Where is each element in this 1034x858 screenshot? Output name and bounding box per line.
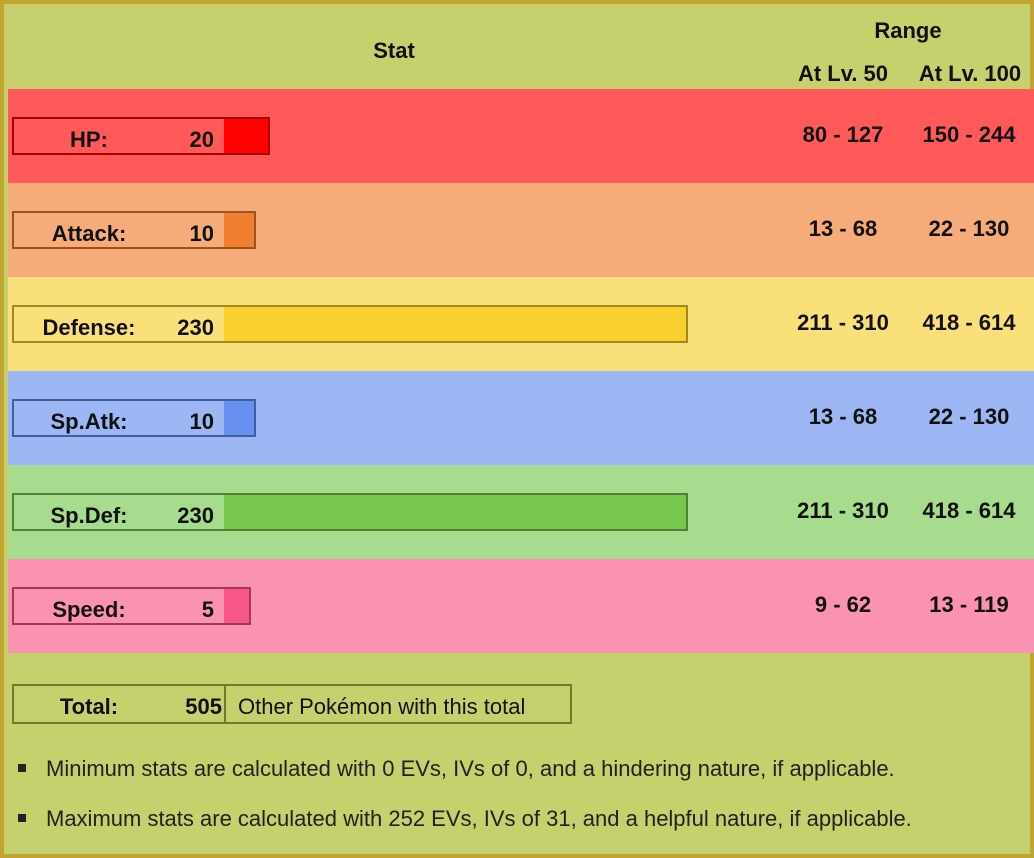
stat-label-cell: Attack: 10 — [14, 213, 224, 247]
stat-value: 230 — [177, 315, 214, 340]
stat-row-attack: Attack: 10 13 - 68 22 - 130 — [8, 183, 1034, 277]
stat-label-cell: HP: 20 — [14, 119, 224, 153]
stat-name[interactable]: Defense: — [42, 315, 136, 340]
stat-row-speed: Speed: 5 9 - 62 13 - 119 — [8, 559, 1034, 653]
total-divider — [224, 686, 226, 722]
stat-bar: HP: 20 — [12, 117, 270, 155]
range-lv100: 13 - 119 — [929, 592, 1009, 617]
stat-bar: Sp.Atk: 10 — [12, 399, 256, 437]
range-lv50: 13 - 68 — [808, 404, 878, 429]
range-lv50: 211 - 310 — [797, 310, 889, 335]
range-lv100: 418 - 614 — [922, 498, 1016, 523]
stat-bar: Sp.Def: 230 — [12, 493, 688, 531]
range-lv50: 9 - 62 — [814, 592, 872, 617]
stat-value: 10 — [189, 221, 214, 246]
stat-bar: Defense: 230 — [12, 305, 688, 343]
range-lv100: 22 - 130 — [928, 404, 1010, 429]
stat-row-spdef: Sp.Def: 230 211 - 310 418 - 614 — [8, 465, 1034, 559]
stat-bar: Speed: 5 — [12, 587, 251, 625]
note-maximum: Maximum stats are calculated with 252 EV… — [18, 806, 912, 832]
stat-label-cell: Sp.Def: 230 — [14, 495, 224, 529]
stat-value: 230 — [177, 503, 214, 528]
stat-name[interactable]: Sp.Def: — [50, 503, 128, 528]
stat-row-spatk: Sp.Atk: 10 13 - 68 22 - 130 — [8, 371, 1034, 465]
range-lv100: 150 - 244 — [922, 122, 1016, 147]
range-lv100: 22 - 130 — [928, 216, 1010, 241]
total-value: 505 — [185, 694, 222, 719]
range-lv50: 13 - 68 — [808, 216, 878, 241]
stat-row-defense: Defense: 230 211 - 310 418 - 614 — [8, 277, 1034, 371]
total-row: Total: 505 Other Pokémon with this total — [12, 684, 572, 724]
note-minimum-text: Minimum stats are calculated with 0 EVs,… — [46, 756, 895, 781]
stat-row-hp: HP: 20 80 - 127 150 - 244 — [8, 89, 1034, 183]
stat-name[interactable]: Speed: — [52, 597, 126, 622]
range-header: Range — [874, 18, 942, 43]
other-pokemon-total-link[interactable]: Other Pokémon with this total — [238, 694, 526, 719]
stat-label-cell: Speed: 5 — [14, 589, 224, 623]
stat-name[interactable]: Sp.Atk: — [50, 409, 128, 434]
range-lv50: 80 - 127 — [802, 122, 884, 147]
stat-name[interactable]: HP: — [70, 127, 108, 152]
stat-label-cell: Sp.Atk: 10 — [14, 401, 224, 435]
stat-name[interactable]: Attack: — [51, 221, 127, 246]
stat-label-cell: Defense: 230 — [14, 307, 224, 341]
total-label: Total: — [59, 694, 119, 719]
stat-value: 5 — [201, 597, 214, 622]
bullet-icon — [18, 764, 26, 773]
range-lv50: 211 - 310 — [797, 498, 889, 523]
note-maximum-text: Maximum stats are calculated with 252 EV… — [46, 806, 912, 831]
lv50-header: At Lv. 50 — [797, 61, 889, 86]
note-minimum: Minimum stats are calculated with 0 EVs,… — [18, 756, 895, 782]
stat-header: Stat — [373, 38, 415, 63]
lv100-header: At Lv. 100 — [918, 61, 1022, 86]
stat-value: 20 — [189, 127, 214, 152]
stat-bar: Attack: 10 — [12, 211, 256, 249]
stat-value: 10 — [189, 409, 214, 434]
bullet-icon — [18, 814, 26, 823]
range-lv100: 418 - 614 — [922, 310, 1016, 335]
